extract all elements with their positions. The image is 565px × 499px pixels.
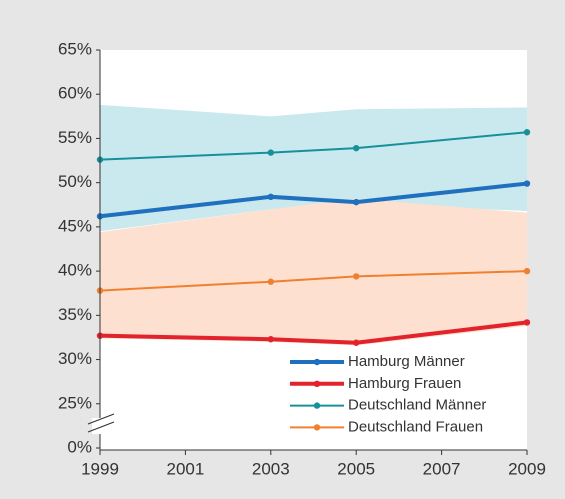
legend-label: Deutschland Frauen: [348, 418, 483, 435]
y-tick-label: 0%: [67, 437, 92, 456]
y-tick-label: 30%: [58, 349, 92, 368]
series-line: [99, 131, 528, 161]
y-tick-label: 25%: [58, 393, 92, 412]
data-point: [267, 149, 274, 156]
data-point: [523, 319, 531, 326]
axis-break: [87, 421, 115, 433]
legend-swatch-dot: [313, 424, 321, 431]
x-tick-label: 2009: [508, 459, 546, 478]
legend-label: Deutschland Männer: [348, 397, 486, 414]
legend-swatch-dot: [313, 380, 321, 387]
band: [100, 198, 527, 346]
data-point: [267, 336, 274, 343]
x-tick-label: 2007: [423, 459, 461, 478]
y-tick-label: 40%: [58, 261, 92, 280]
x-tick-label: 2003: [252, 459, 290, 478]
series-line: [99, 320, 528, 345]
data-point: [523, 267, 531, 275]
bands: [100, 104, 527, 346]
x-tick-label: 2005: [337, 459, 375, 478]
data-point: [523, 129, 531, 136]
y-tick-label: 45%: [58, 216, 92, 235]
x-tick-label: 2001: [166, 459, 204, 478]
band: [100, 104, 527, 232]
y-tick-label: 55%: [58, 128, 92, 147]
data-point: [267, 278, 274, 285]
series-line: [99, 270, 528, 292]
legend-swatch-dot: [313, 402, 321, 409]
data-point: [353, 198, 360, 206]
series-line: [99, 181, 528, 219]
data-point: [353, 339, 360, 346]
data-point: [353, 273, 360, 280]
legend-label: Hamburg Männer: [348, 353, 465, 370]
lines: [96, 129, 531, 346]
y-tick-label: 50%: [58, 172, 92, 191]
data-point: [523, 180, 531, 187]
legend-label: Hamburg Frauen: [348, 375, 461, 392]
y-tick-label: 60%: [58, 84, 92, 103]
y-tick-label: 35%: [58, 305, 92, 324]
data-point: [353, 144, 360, 152]
legend-swatch-dot: [313, 358, 321, 366]
axis-break: [87, 413, 115, 425]
axis-break-gap: [92, 418, 108, 434]
legend: [282, 350, 527, 438]
y-tick-label: 65%: [58, 39, 92, 58]
data-point: [267, 193, 274, 201]
x-tick-label: 1999: [81, 459, 119, 478]
